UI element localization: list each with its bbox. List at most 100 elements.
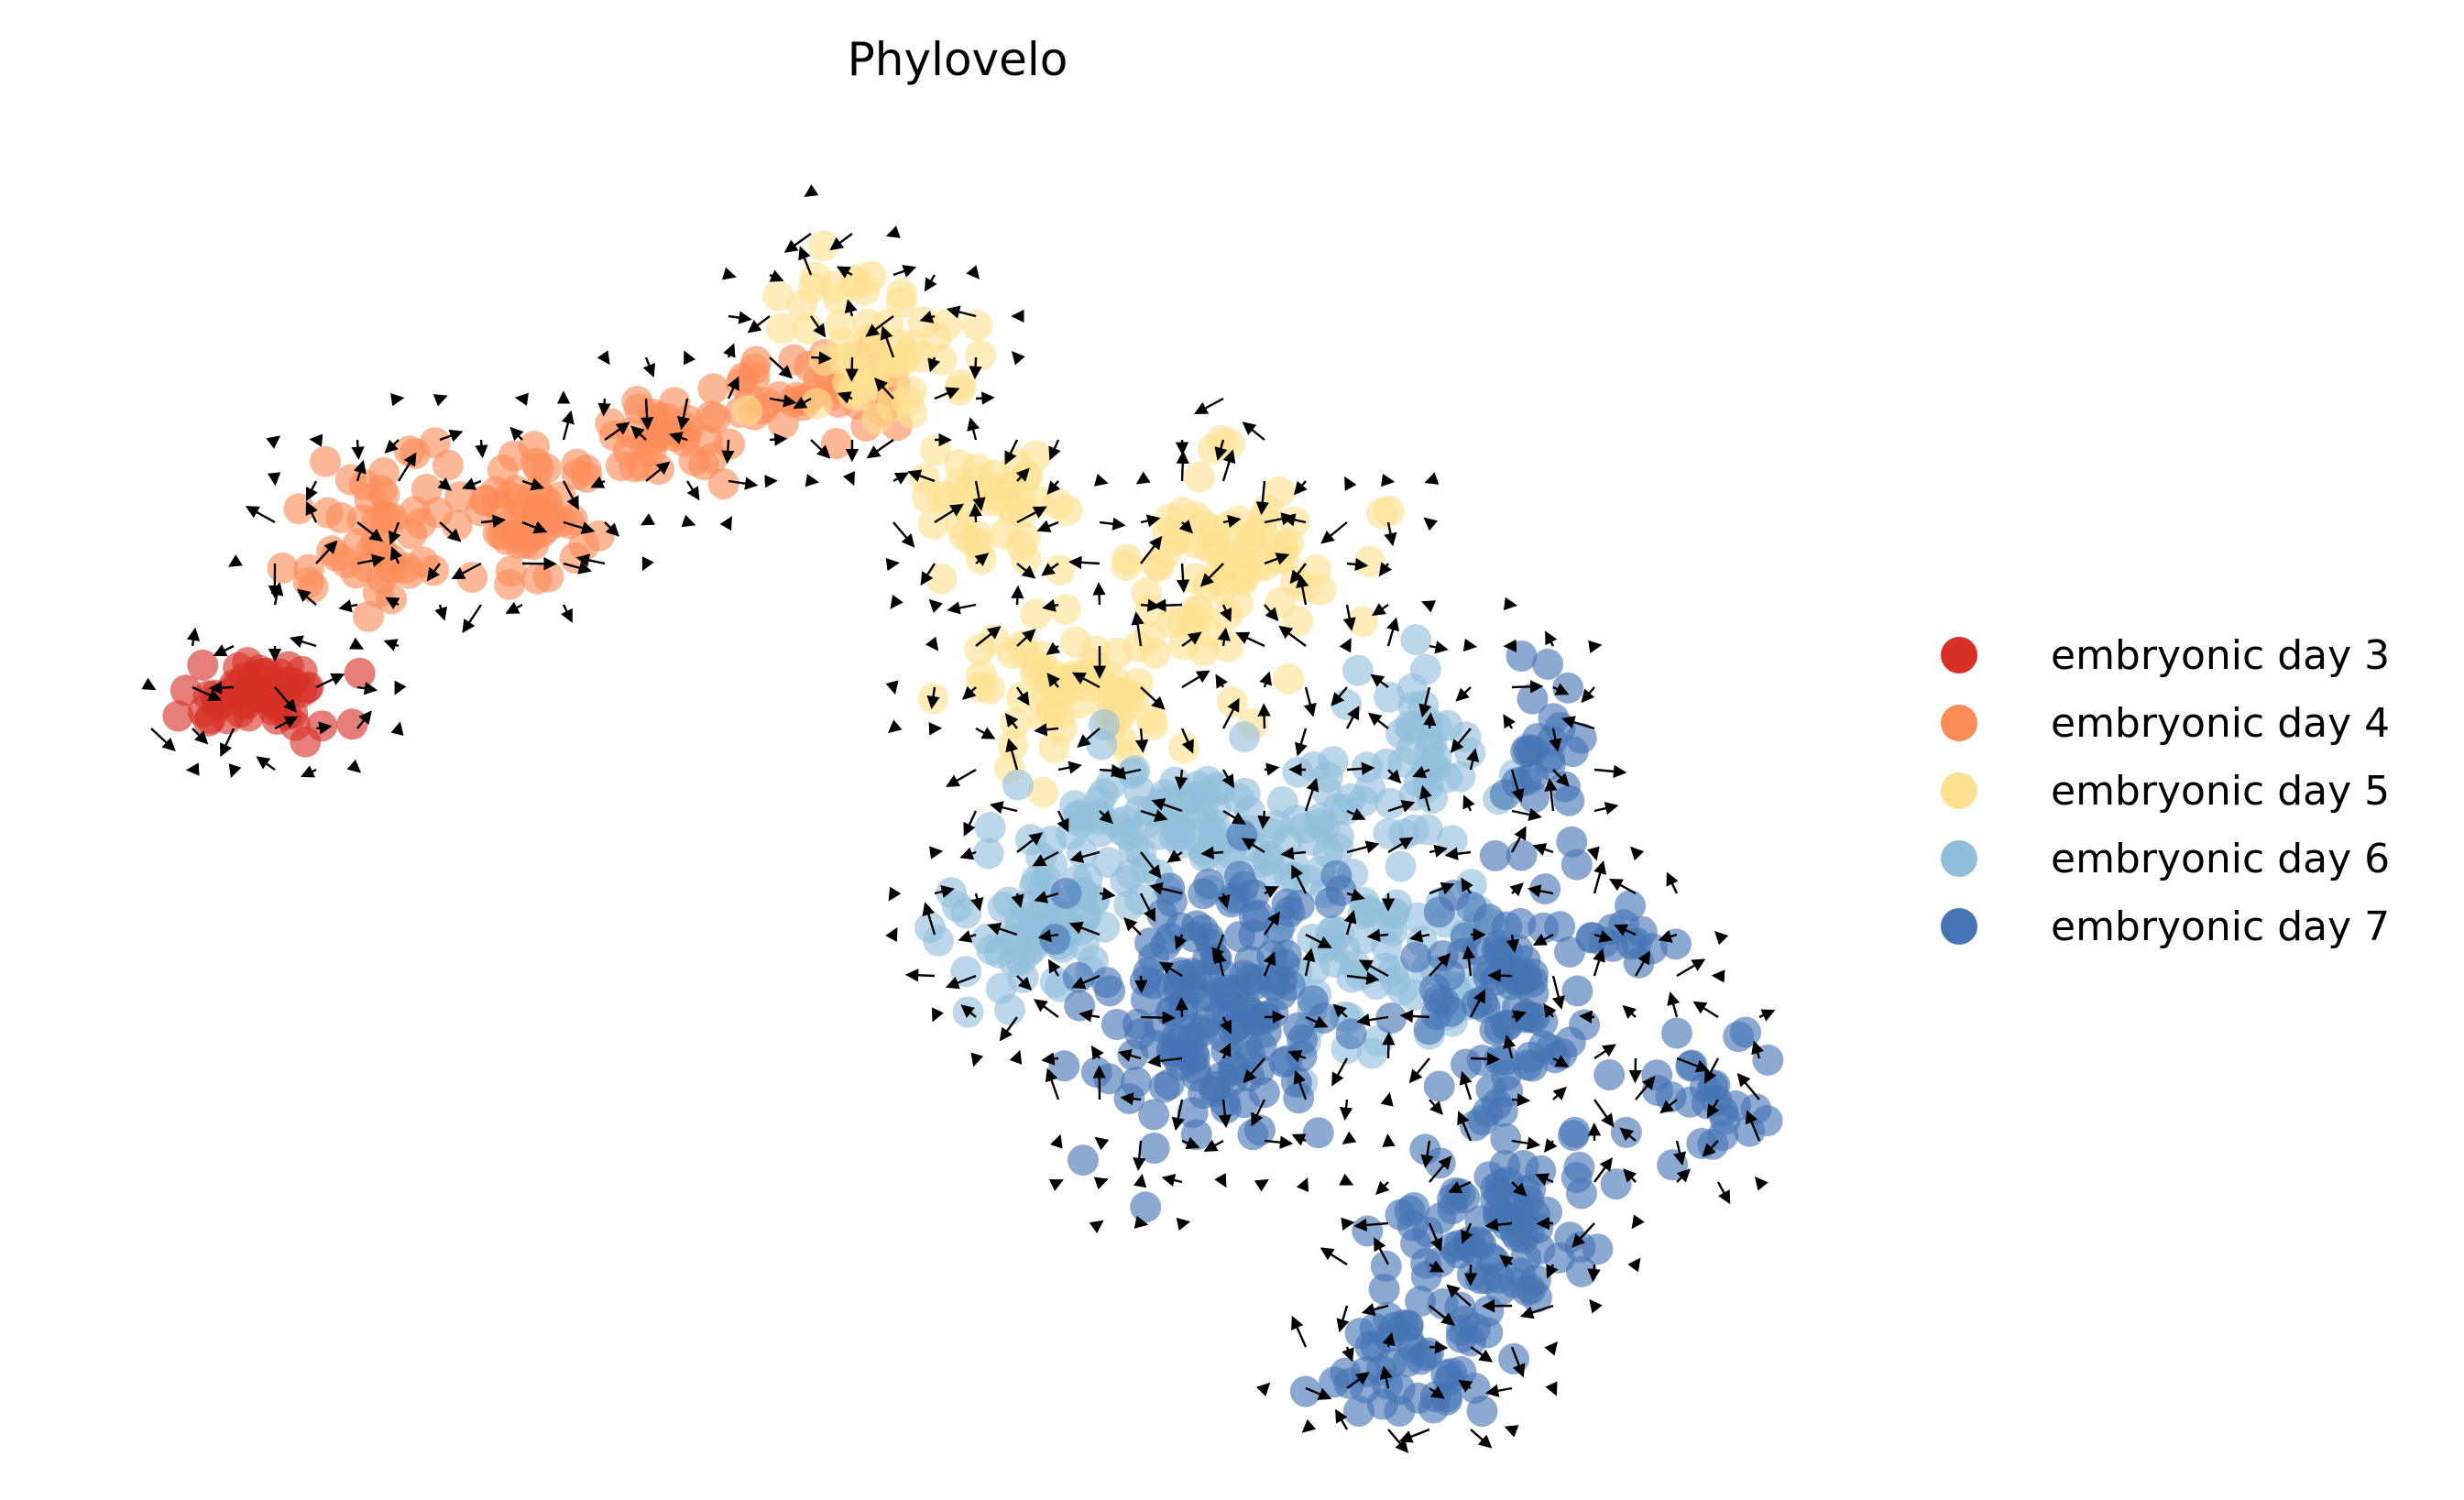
scatter-point-5-1-122 bbox=[1063, 962, 1094, 993]
velocity-arrow-458 bbox=[1594, 805, 1616, 811]
velocity-arrow-12 bbox=[275, 437, 279, 440]
velocity-arrow-115 bbox=[852, 481, 853, 484]
scatter-point-4-2-59 bbox=[1115, 859, 1146, 890]
scatter-point-3-2-40 bbox=[993, 489, 1024, 520]
points-layer bbox=[162, 230, 1783, 1427]
velocity-arrow-472 bbox=[1611, 880, 1636, 893]
scatter-point-3-3-44 bbox=[1112, 543, 1143, 575]
scatter-point-2-3-33 bbox=[636, 436, 667, 467]
velocity-arrow-351 bbox=[1388, 619, 1396, 646]
velocity-arrow-261 bbox=[1182, 1222, 1188, 1223]
velocity-arrow-338 bbox=[1345, 1100, 1347, 1119]
velocity-arrow-235 bbox=[1141, 976, 1142, 991]
scatter-point-5-2-90 bbox=[1475, 1074, 1506, 1105]
scatter-point-2-1-40 bbox=[363, 577, 394, 608]
velocity-arrow-236 bbox=[1141, 1017, 1174, 1018]
scatter-point-4-2-46 bbox=[1079, 884, 1111, 915]
velocity-arrow-260 bbox=[1164, 1177, 1182, 1182]
scatter-point-5-4-47 bbox=[1498, 1343, 1529, 1374]
velocity-arrow-339 bbox=[1344, 1141, 1348, 1144]
velocity-arrow-248 bbox=[1182, 672, 1209, 687]
velocity-arrow-347 bbox=[1388, 481, 1393, 482]
scatter-point-5-2-70 bbox=[1467, 986, 1498, 1017]
velocity-arrow-124 bbox=[893, 563, 898, 564]
scatter-point-1-1-55 bbox=[193, 706, 224, 737]
legend-label-3: embryonic day 5 bbox=[2051, 768, 2390, 815]
scatter-point-3-1-55 bbox=[944, 375, 975, 406]
velocity-arrow-139 bbox=[935, 646, 937, 650]
scatter-point-1-1-50 bbox=[246, 658, 278, 689]
velocity-arrow-193 bbox=[1058, 765, 1080, 770]
scatter-point-5-1-87 bbox=[1091, 967, 1122, 998]
legend-label-1: embryonic day 3 bbox=[2051, 632, 2390, 679]
scatter-point-5-1-36 bbox=[1336, 1018, 1367, 1049]
velocity-arrow-282 bbox=[1243, 423, 1265, 440]
scatter-point-3-1-38 bbox=[762, 280, 794, 312]
velocity-arrow-443 bbox=[1553, 976, 1561, 1008]
velocity-arrow-223 bbox=[1138, 481, 1141, 483]
velocity-arrow-324 bbox=[1322, 522, 1347, 542]
velocity-arrow-117 bbox=[893, 268, 914, 275]
scatter-point-1-1-52 bbox=[306, 710, 337, 741]
scatter-point-5-2-17 bbox=[1424, 1071, 1455, 1102]
scatter-point-5-1-148 bbox=[1130, 1191, 1161, 1222]
velocity-arrow-383 bbox=[1402, 1015, 1429, 1017]
velocity-arrow-469 bbox=[1593, 1265, 1595, 1280]
velocity-arrow-38 bbox=[357, 770, 359, 772]
velocity-arrow-116 bbox=[888, 234, 893, 235]
velocity-arrow-102 bbox=[786, 234, 811, 252]
scatter-point-3-3-80 bbox=[1229, 537, 1260, 568]
velocity-arrow-14 bbox=[247, 507, 275, 522]
scatter-point-4-4-14 bbox=[1318, 746, 1349, 777]
velocity-arrow-203 bbox=[1058, 1180, 1062, 1182]
scatter-point-3-4-68 bbox=[1020, 598, 1051, 630]
velocity-arrow-71 bbox=[605, 357, 608, 363]
scatter-point-3-3-52 bbox=[1374, 496, 1405, 527]
velocity-arrow-222 bbox=[1100, 1221, 1102, 1223]
scatter-point-5-2-88 bbox=[1495, 969, 1527, 1000]
scatter-point-5-2-45 bbox=[1451, 1049, 1482, 1080]
velocity-arrow-142 bbox=[935, 851, 941, 852]
scatter-point-5-1-160 bbox=[1101, 1009, 1133, 1040]
velocity-arrow-404 bbox=[1471, 1058, 1498, 1059]
scatter-point-3-1-45 bbox=[932, 309, 963, 340]
velocity-arrow-453 bbox=[1553, 1388, 1556, 1394]
scatter-point-3-1-46 bbox=[797, 272, 828, 303]
scatter-point-5-2-40 bbox=[1560, 1117, 1591, 1148]
scatter-point-3-1-44 bbox=[731, 395, 762, 426]
scatter-point-5-3-67 bbox=[1385, 1199, 1417, 1231]
scatter-point-5-1-114 bbox=[1229, 1087, 1260, 1118]
velocity-arrow-8 bbox=[215, 646, 234, 655]
scatter-point-4-2-50 bbox=[1113, 890, 1144, 921]
velocity-arrow-281 bbox=[1223, 1182, 1225, 1186]
scatter-point-1-1-53 bbox=[278, 667, 309, 698]
velocity-arrow-3 bbox=[192, 630, 195, 646]
scatter-point-3-2-39 bbox=[944, 468, 975, 499]
velocity-arrow-302 bbox=[1296, 481, 1307, 494]
scatter-point-5-2-80 bbox=[1484, 1013, 1516, 1045]
scatter-point-2-2-52 bbox=[532, 562, 564, 593]
scatter-point-4-2-52 bbox=[994, 994, 1025, 1025]
velocity-arrow-187 bbox=[1039, 522, 1058, 531]
velocity-arrow-204 bbox=[1100, 481, 1106, 483]
scatter-point-3-4-70 bbox=[964, 634, 995, 665]
velocity-arrow-440 bbox=[1535, 846, 1553, 852]
scatter-point-3-3-74 bbox=[1347, 606, 1378, 637]
velocity-arrow-391 bbox=[1429, 1347, 1446, 1348]
scatter-point-4-1-60 bbox=[1229, 721, 1260, 752]
scatter-point-4-4-18 bbox=[1342, 655, 1374, 686]
scatter-point-4-4-29 bbox=[1421, 712, 1452, 743]
velocity-arrow-364 bbox=[1377, 1182, 1388, 1193]
velocity-arrow-454 bbox=[1594, 645, 1600, 646]
velocity-arrow-58 bbox=[464, 605, 481, 631]
scatter-point-3-4-28 bbox=[1060, 627, 1091, 658]
scatter-point-4-3-68 bbox=[1319, 947, 1350, 978]
scatter-point-5-1-146 bbox=[1221, 1011, 1252, 1042]
scatter-point-5-2-82 bbox=[1516, 1002, 1547, 1034]
scatter-point-4-2-57 bbox=[976, 935, 1007, 966]
velocity-arrow-9 bbox=[211, 687, 234, 688]
velocity-arrow-340 bbox=[1347, 1182, 1352, 1185]
legend-marker-4 bbox=[1941, 840, 1977, 877]
